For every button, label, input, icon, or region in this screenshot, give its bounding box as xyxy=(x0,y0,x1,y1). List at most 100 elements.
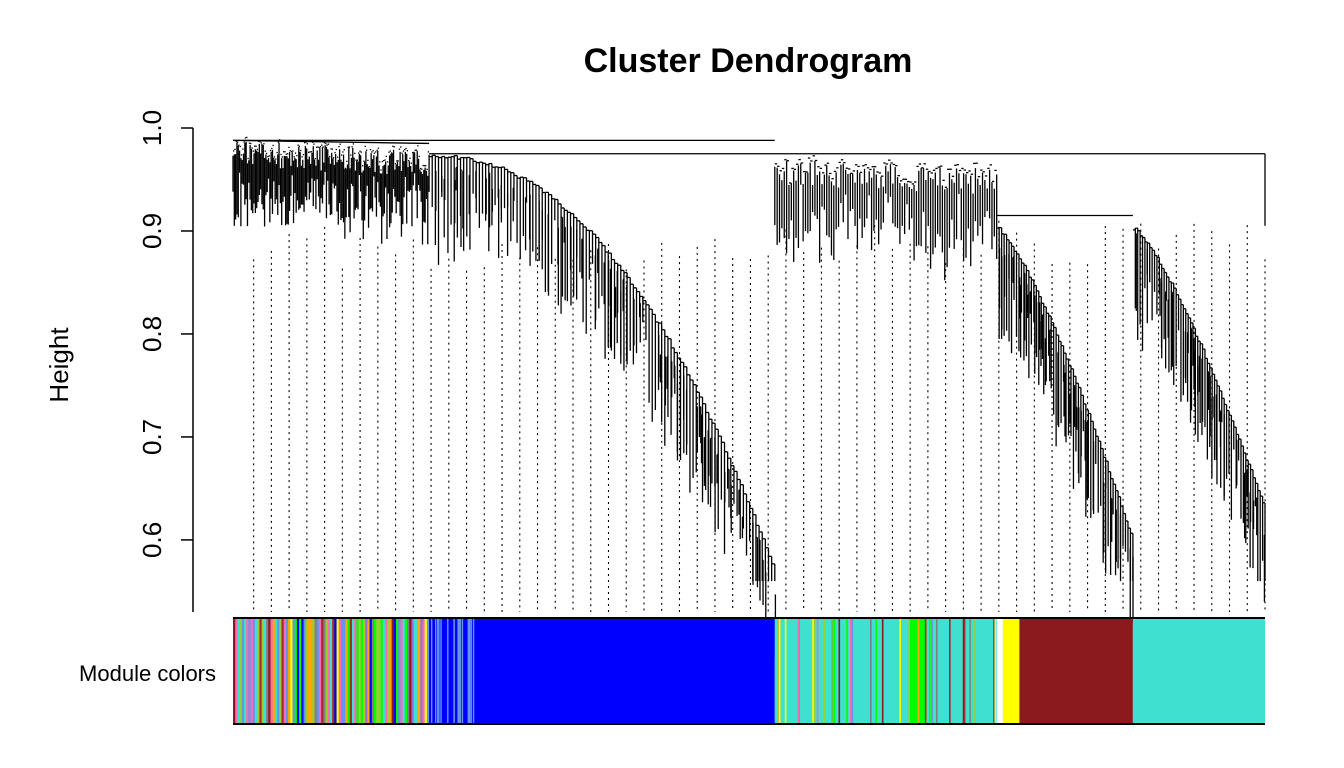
module-strip xyxy=(797,618,800,724)
module-strip xyxy=(438,618,440,724)
module-strip xyxy=(252,618,256,724)
module-strip xyxy=(418,618,421,724)
y-tick-label: 0.7 xyxy=(137,419,167,455)
module-strip xyxy=(310,618,313,724)
module-strip xyxy=(459,618,462,724)
module-strip xyxy=(850,618,852,724)
module-strip xyxy=(430,618,433,724)
module-strip xyxy=(426,618,430,724)
module-strip xyxy=(784,618,787,724)
module-strip xyxy=(870,618,872,724)
module-strip xyxy=(371,618,375,724)
module-strip xyxy=(323,618,326,724)
module-strip xyxy=(823,618,826,724)
module-strip xyxy=(327,618,331,724)
module-strip xyxy=(378,618,382,724)
module-strip xyxy=(400,618,404,724)
module-strip xyxy=(413,618,417,724)
module-strip xyxy=(382,618,386,724)
module-strip xyxy=(354,618,357,724)
module-strip xyxy=(437,618,439,724)
module-strip xyxy=(409,618,412,724)
module-strip xyxy=(795,618,798,724)
module-strip xyxy=(813,618,816,724)
module-strip xyxy=(367,618,370,724)
module-strip xyxy=(246,618,249,724)
module-strip xyxy=(924,618,927,724)
module-strip xyxy=(832,618,835,724)
module-segment xyxy=(1002,618,1020,724)
module-strip xyxy=(917,618,920,724)
module-strip xyxy=(261,618,265,724)
module-strip xyxy=(266,618,269,724)
module-strip xyxy=(404,618,408,724)
y-tick-label: 0.8 xyxy=(137,316,167,352)
module-strip xyxy=(422,618,426,724)
module-strip xyxy=(237,618,241,724)
module-segment xyxy=(1019,618,1133,724)
module-strip xyxy=(458,618,460,724)
module-strip xyxy=(424,618,428,724)
module-strip xyxy=(963,618,966,724)
module-strip xyxy=(453,618,455,724)
module-strip xyxy=(831,618,833,724)
module-strip xyxy=(935,618,938,724)
module-strip xyxy=(329,618,333,724)
module-strip xyxy=(283,618,287,724)
module-strip xyxy=(969,618,971,724)
module-strip xyxy=(962,618,965,724)
module-strip xyxy=(374,618,377,724)
module-strip xyxy=(389,618,393,724)
module-strip xyxy=(316,618,320,724)
module-strip xyxy=(365,618,368,724)
module-strip xyxy=(472,618,475,724)
module-strip xyxy=(380,618,384,724)
module-strip xyxy=(973,618,975,724)
module-strip xyxy=(250,618,254,724)
module-strip xyxy=(467,618,470,724)
module-strip xyxy=(360,618,364,724)
module-strip xyxy=(270,618,274,724)
module-strip xyxy=(294,618,298,724)
module-strip xyxy=(777,618,779,724)
module-strip xyxy=(272,618,276,724)
module-strip xyxy=(447,618,449,724)
module-strip xyxy=(470,618,472,724)
module-strip xyxy=(931,618,933,724)
module-strip xyxy=(899,618,902,724)
module-strip xyxy=(332,618,335,724)
module-strip xyxy=(468,618,471,724)
module-strip xyxy=(402,618,406,724)
module-strip xyxy=(325,618,329,724)
module-strip xyxy=(994,618,996,724)
module-strip xyxy=(301,618,304,724)
module-strip xyxy=(461,618,464,724)
y-tick-label: 0.6 xyxy=(137,522,167,558)
chart-title: Cluster Dendrogram xyxy=(584,42,913,80)
module-strip xyxy=(299,618,302,724)
module-colors-label: Module colors xyxy=(79,661,216,686)
module-strip xyxy=(338,618,342,724)
module-strip xyxy=(274,618,278,724)
module-strip xyxy=(851,618,854,724)
module-strip xyxy=(290,618,293,724)
module-strip xyxy=(376,618,379,724)
module-strip xyxy=(369,618,373,724)
module-strip xyxy=(398,618,401,724)
module-strip xyxy=(263,618,267,724)
module-strip xyxy=(347,618,351,724)
module-strip xyxy=(349,618,353,724)
module-strip xyxy=(233,618,236,724)
module-strip xyxy=(887,618,890,724)
module-strip xyxy=(288,618,291,724)
module-strip xyxy=(321,618,324,724)
module-strip xyxy=(881,618,884,724)
module-strip xyxy=(387,618,390,724)
module-strip xyxy=(411,618,415,724)
y-tick-label: 0.9 xyxy=(137,213,167,249)
module-strip xyxy=(318,618,322,724)
module-strip xyxy=(336,618,340,724)
module-strip xyxy=(259,618,263,724)
module-strip xyxy=(434,618,437,724)
